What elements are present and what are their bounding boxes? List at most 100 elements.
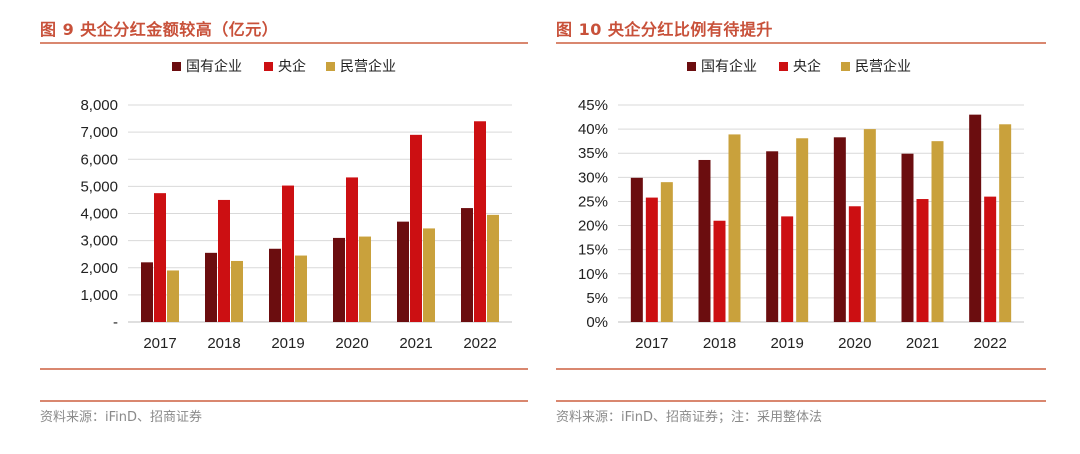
bar-soe-2020 [833,137,846,322]
bar-central-2018 [218,199,230,322]
x-tick-label: 2021 [399,335,432,352]
x-tick-label: 2017 [635,335,668,352]
bar-soe-2019 [766,151,779,322]
bar-private-2019 [796,138,809,322]
bar-central-2020 [346,177,358,322]
y-tick-label: 25% [578,193,608,210]
y-tick-label: 30% [578,169,608,186]
x-tick-label: 2019 [770,335,803,352]
legend-label-private: 民营企业 [855,58,911,74]
y-axis-ticks: - 1,000 2,000 3,000 4,000 5,000 6,000 7,000 8,00… [80,97,118,331]
title-rule [556,42,1046,44]
source-note: 资料来源：iFinD、招商证券；注：采用整体法 [556,410,823,425]
left-figure-panel: 图 9 央企分红金额较高（亿元） 国有企业 央企 民营企业 - 1,000 2,000 3,… [40,20,528,425]
x-tick-label: 2022 [463,335,496,352]
bar-soe-2017 [141,262,153,322]
y-tick-label: 2,000 [80,260,118,277]
bar-central-2018 [713,220,726,322]
y-axis-ticks: 0% 5% 10% 15% 20% 25% 30% 35% 40% 45% [578,97,608,331]
bar-private-2017 [167,270,179,322]
y-tick-label: 1,000 [80,287,118,304]
bar-private-2019 [295,255,307,322]
legend-swatch-soe [687,62,696,71]
legend-swatch-central [264,62,273,71]
bar-central-2022 [984,196,997,322]
payout-ratio-chart: 国有企业 央企 民营企业 0% 5% 10% 15% 20% 25% 30% 35% 40% 45% 20… [578,58,1024,352]
x-axis-ticks: 2017 2018 2019 2020 2021 2022 [635,335,1007,352]
source-note: 资料来源：iFinD、招商证券 [40,410,203,425]
bar-soe-2022 [461,208,473,322]
x-tick-label: 2017 [143,335,176,352]
bar-private-2022 [999,124,1012,323]
bar-soe-2021 [397,221,409,322]
gridlines [618,104,1024,299]
bars [630,114,1012,323]
right-figure-panel: 图 10 央企分红比例有待提升 国有企业 央企 民营企业 0% 5% 10% 15% 20% 2… [540,0,1080,454]
bar-private-2018 [728,134,741,322]
bar-central-2017 [154,193,166,322]
legend-label-central: 央企 [793,58,821,74]
legend-swatch-central [779,62,788,71]
x-tick-label: 2018 [703,335,736,352]
bars [141,121,499,323]
legend-label-soe: 国有企业 [186,58,242,74]
x-tick-label: 2022 [973,335,1006,352]
figure-10-title: 图 10 央企分红比例有待提升 [556,20,773,39]
bar-soe-2021 [901,153,914,322]
bar-private-2020 [863,129,876,322]
bar-central-2021 [410,134,422,322]
bar-soe-2017 [630,177,643,322]
bar-soe-2022 [969,114,982,323]
y-tick-label: 10% [578,266,608,283]
gridlines [128,104,512,296]
x-tick-label: 2019 [271,335,304,352]
legend-label-central: 央企 [278,58,306,74]
dividend-amount-chart: 国有企业 央企 民营企业 - 1,000 2,000 3,000 4,000 5,000 6,00… [80,58,512,352]
legend: 国有企业 央企 民营企业 [687,58,911,74]
y-tick-label: 5,000 [80,178,118,195]
y-tick-label: 8,000 [80,97,118,114]
bar-central-2022 [474,121,486,323]
bar-private-2022 [487,214,499,322]
bar-soe-2018 [698,159,711,322]
legend-label-private: 民营企业 [340,58,396,74]
title-rule [40,42,528,44]
figure-9-title: 图 9 央企分红金额较高（亿元） [40,20,279,39]
bar-soe-2020 [333,237,345,322]
bar-private-2018 [231,260,243,322]
bar-private-2017 [660,182,673,322]
y-tick-label: 45% [578,97,608,114]
y-tick-label: 6,000 [80,151,118,168]
bar-private-2020 [359,236,371,322]
x-tick-label: 2021 [906,335,939,352]
bar-central-2019 [282,185,294,322]
y-tick-label: 5% [586,290,608,307]
bar-private-2021 [931,141,944,322]
x-tick-label: 2020 [838,335,871,352]
bar-central-2021 [916,199,929,322]
bar-central-2017 [645,197,658,322]
y-tick-label: 4,000 [80,206,118,223]
y-tick-label: - [113,314,118,331]
y-tick-label: 15% [578,242,608,259]
legend: 国有企业 央企 民营企业 [172,58,396,74]
y-tick-label: 7,000 [80,124,118,141]
legend-swatch-private [326,62,335,71]
y-tick-label: 35% [578,145,608,162]
bar-soe-2019 [269,248,281,322]
legend-swatch-private [841,62,850,71]
legend-swatch-soe [172,62,181,71]
chart-bottom-rule [40,368,528,370]
chart-bottom-rule [556,368,1046,370]
legend-label-soe: 国有企业 [701,58,757,74]
x-tick-label: 2020 [335,335,368,352]
bar-central-2019 [781,216,794,322]
y-tick-label: 20% [578,218,608,235]
y-tick-label: 3,000 [80,233,118,250]
x-tick-label: 2018 [207,335,240,352]
x-axis-ticks: 2017 2018 2019 2020 2021 2022 [143,335,496,352]
y-tick-label: 0% [586,314,608,331]
bar-private-2021 [423,228,435,322]
y-tick-label: 40% [578,121,608,138]
bar-central-2020 [848,206,861,322]
